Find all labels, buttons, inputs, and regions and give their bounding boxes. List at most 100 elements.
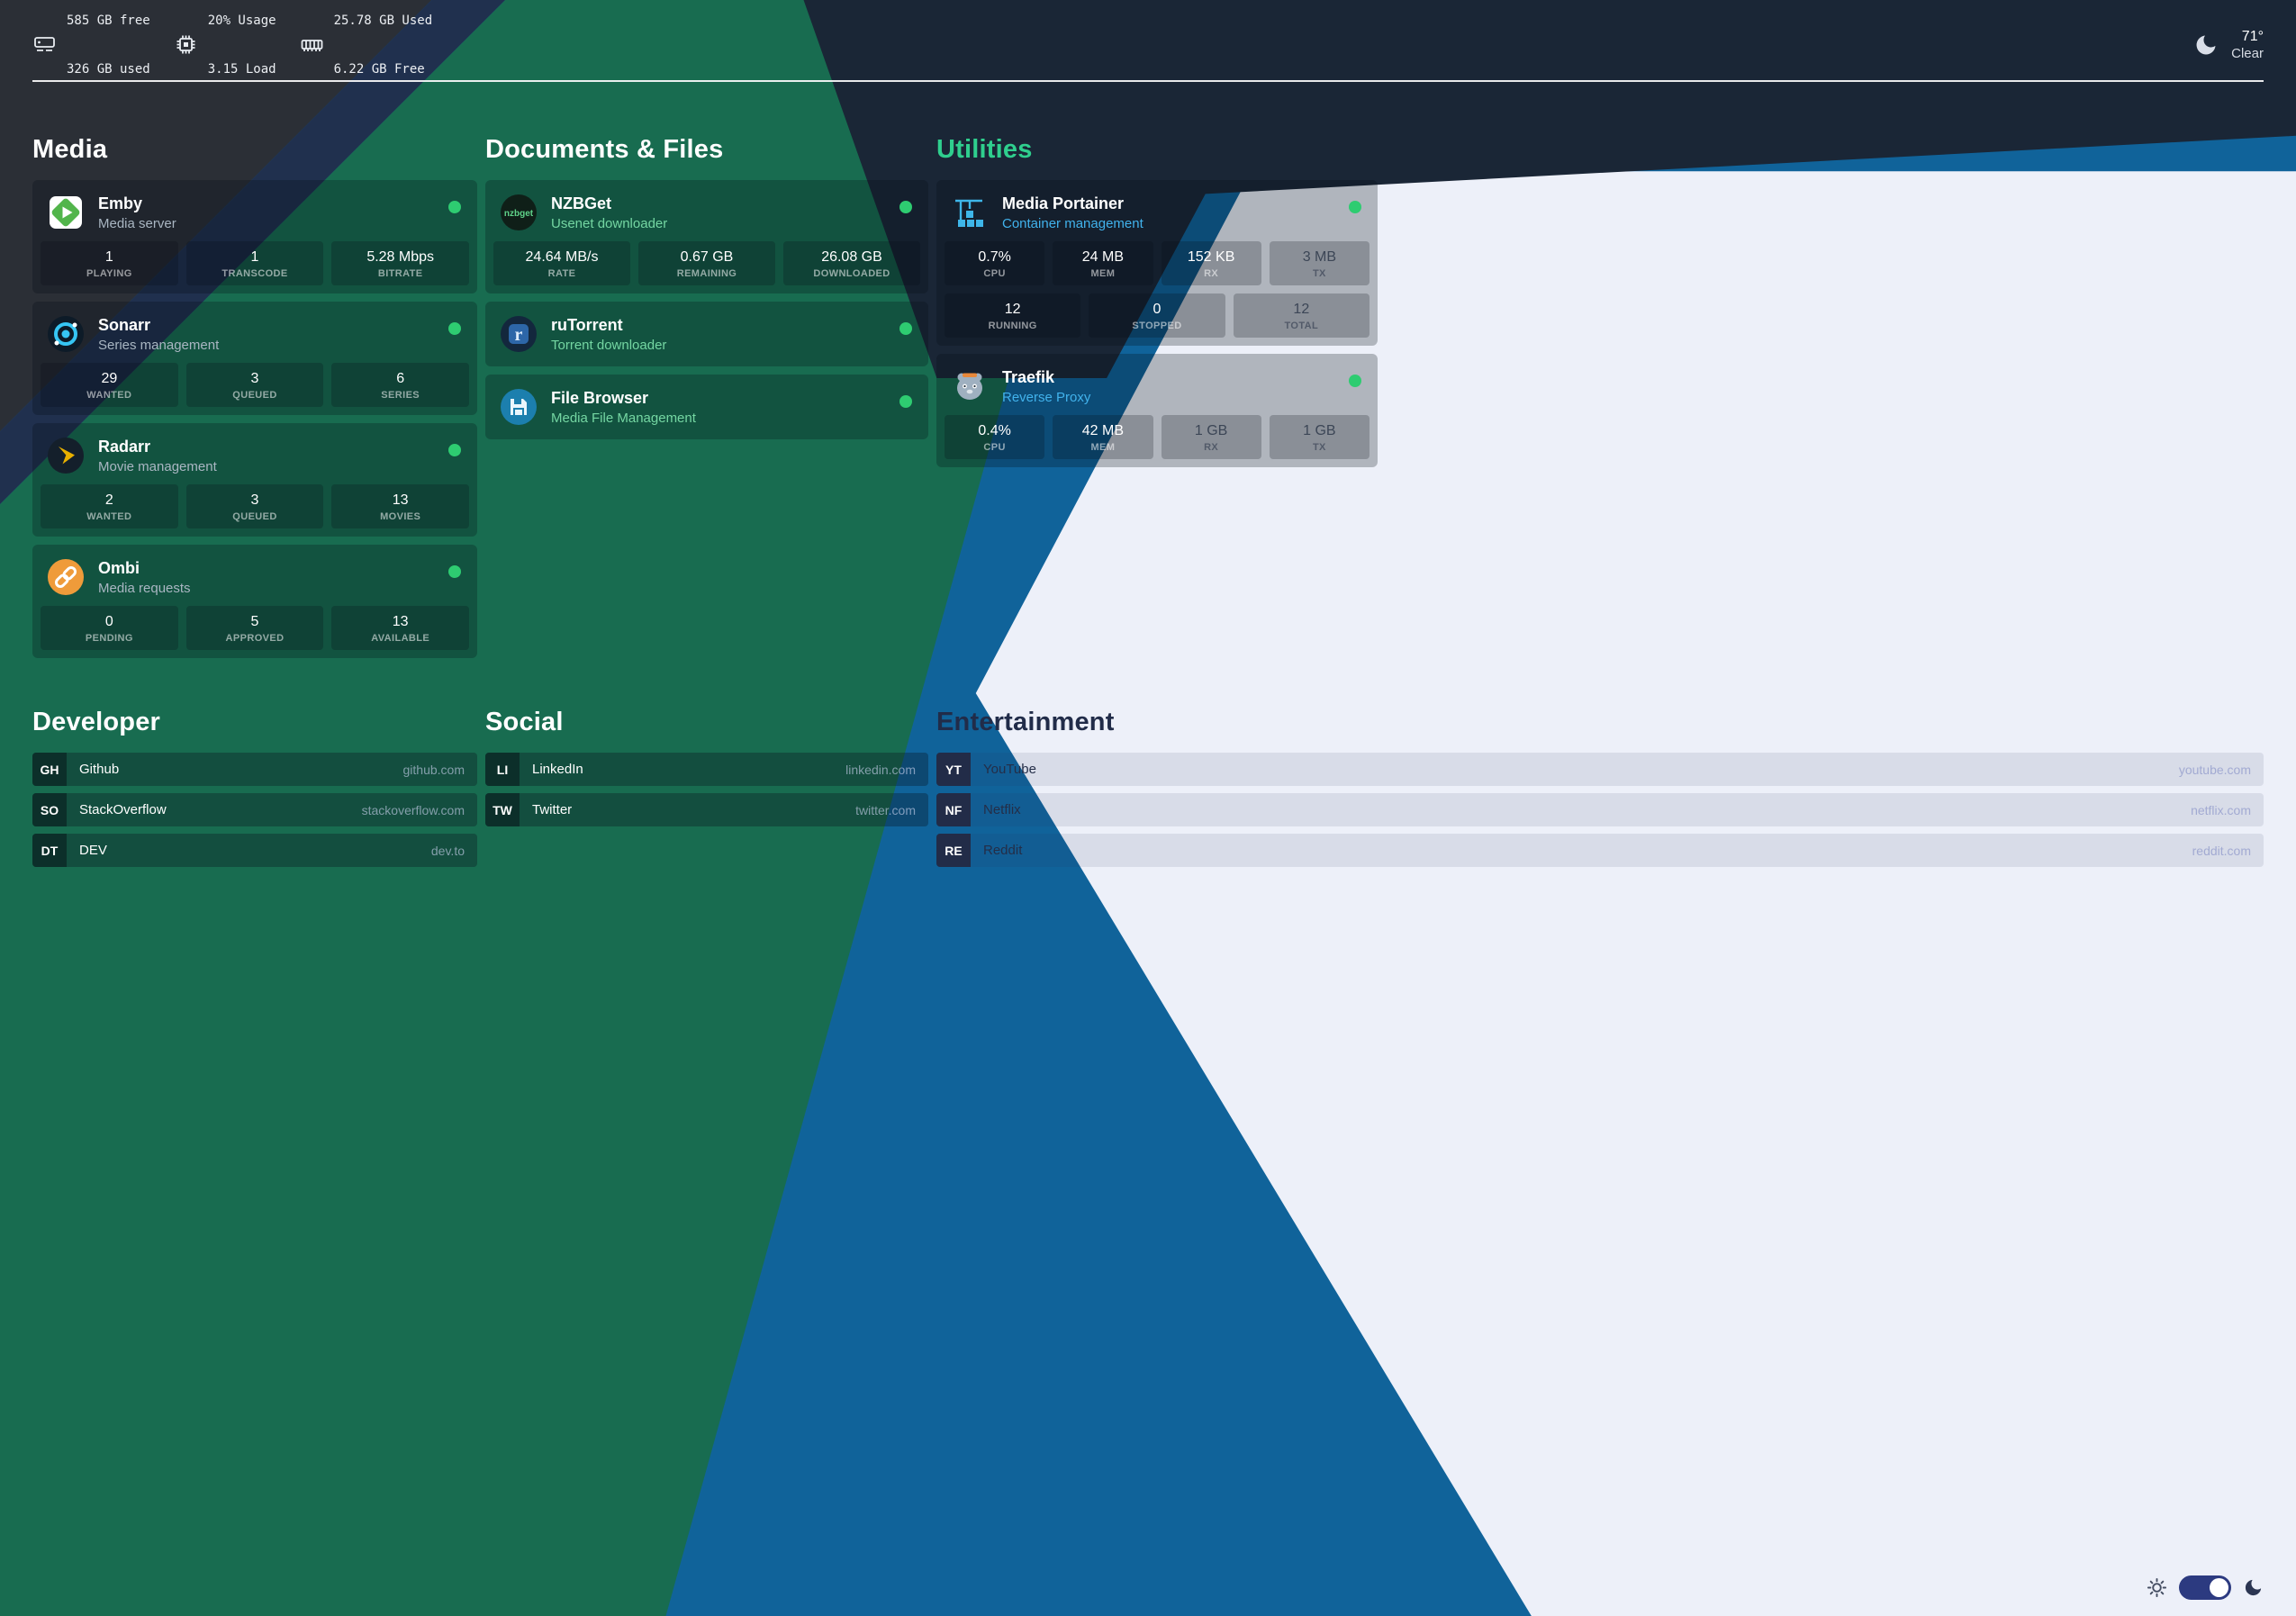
link-url: linkedin.com bbox=[845, 762, 916, 777]
link-reddit[interactable]: RE Reddit reddit.com bbox=[936, 834, 2264, 867]
link-name: LinkedIn bbox=[532, 762, 583, 777]
stat-rx: 1 GB RX bbox=[1161, 415, 1261, 459]
stat-downloaded: 26.08 GB DOWNLOADED bbox=[783, 241, 920, 285]
section-entertainment: Entertainment YT YouTube youtube.com NF … bbox=[936, 708, 2264, 874]
stat-tx: 1 GB TX bbox=[1269, 415, 1369, 459]
cpu-icon bbox=[176, 35, 195, 54]
traefik-icon bbox=[957, 373, 982, 400]
link-linkedin[interactable]: LI LinkedIn linkedin.com bbox=[485, 753, 928, 786]
reddit-badge: RE bbox=[936, 834, 971, 867]
netflix-badge: NF bbox=[936, 793, 971, 826]
weather-condition: Clear bbox=[2231, 45, 2264, 61]
link-stackoverflow[interactable]: SO StackOverflow stackoverflow.com bbox=[32, 793, 477, 826]
link-name: Netflix bbox=[983, 802, 1021, 817]
stat-remaining: 0.67 GB REMAINING bbox=[638, 241, 775, 285]
service-subtitle: Reverse Proxy bbox=[1002, 390, 1091, 405]
stat-tx: 3 MB TX bbox=[1269, 241, 1369, 285]
radarr-icon bbox=[48, 438, 84, 474]
link-name: StackOverflow bbox=[79, 802, 167, 817]
status-dot bbox=[448, 201, 461, 213]
link-name: Twitter bbox=[532, 802, 573, 817]
stat-pending: 0 PENDING bbox=[41, 606, 178, 650]
link-name: Reddit bbox=[983, 843, 1023, 858]
social-section-title: Social bbox=[485, 708, 564, 736]
stat-mem: 42 MB MEM bbox=[1053, 415, 1153, 459]
link-url: reddit.com bbox=[2192, 843, 2251, 858]
weather-widget: 71° Clear bbox=[2193, 28, 2264, 62]
theme-toggle[interactable] bbox=[2179, 1575, 2231, 1600]
link-url: stackoverflow.com bbox=[361, 802, 465, 817]
disk-icon bbox=[34, 37, 55, 51]
section-media: Media Emby Media server 1 PLAYING bbox=[32, 135, 477, 666]
status-dot bbox=[899, 201, 912, 213]
link-youtube[interactable]: YT YouTube youtube.com bbox=[936, 753, 2264, 786]
documents-section-title: Documents & Files bbox=[485, 135, 724, 164]
stat-stopped: 0 STOPPED bbox=[1089, 293, 1225, 338]
service-card-radarr[interactable]: Radarr Movie management 2 WANTED 3 QUEUE… bbox=[32, 423, 477, 537]
section-social: Social LI LinkedIn linkedin.com TW Twitt… bbox=[485, 708, 928, 834]
disk-free: 585 GB free bbox=[67, 13, 150, 28]
service-card-filebrowser[interactable]: File Browser Media File Management bbox=[485, 375, 928, 439]
nzbget-icon: nzbget bbox=[501, 194, 537, 230]
ram-free: 6.22 GB Free bbox=[333, 61, 425, 77]
cpu-usage: 20% Usage bbox=[207, 13, 276, 28]
weather-temp: 71° bbox=[2241, 28, 2264, 44]
status-dot bbox=[1349, 201, 1361, 213]
service-name: ruTorrent bbox=[551, 316, 623, 334]
dark-mode-icon[interactable] bbox=[2243, 1577, 2264, 1598]
portainer-icon bbox=[955, 199, 983, 227]
entertainment-section-title: Entertainment bbox=[936, 708, 1115, 736]
section-utilities: Utilities Media Portainer Container mana… bbox=[936, 135, 2264, 475]
sonarr-icon bbox=[48, 316, 84, 352]
disk-used: 326 GB used bbox=[67, 61, 150, 77]
link-name: YouTube bbox=[983, 762, 1036, 777]
link-url: youtube.com bbox=[2178, 762, 2251, 777]
stat-queued: 3 QUEUED bbox=[185, 363, 324, 407]
link-twitter[interactable]: TW Twitter twitter.com bbox=[485, 793, 928, 826]
link-url: twitter.com bbox=[855, 802, 916, 817]
service-subtitle: Media requests bbox=[98, 581, 191, 596]
service-card-nzbget[interactable]: nzbget NZBGet Usenet downloader 24.64 MB… bbox=[485, 180, 928, 293]
ram-icon bbox=[301, 40, 322, 51]
theme-controls bbox=[2147, 1575, 2264, 1600]
weather-icon bbox=[2196, 35, 2216, 54]
stat-bitrate: 5.28 Mbps BITRATE bbox=[331, 241, 470, 285]
ombi-icon bbox=[48, 559, 84, 595]
service-card-rutorrent[interactable]: r ruTorrent Torrent downloader bbox=[485, 302, 928, 366]
utilities-section-title: Utilities bbox=[936, 135, 1033, 164]
media-section-title: Media bbox=[32, 135, 108, 164]
stat-running: 12 RUNNING bbox=[945, 293, 1081, 338]
link-github[interactable]: GH Github github.com bbox=[32, 753, 477, 786]
service-subtitle: Torrent downloader bbox=[551, 338, 667, 353]
service-subtitle: Media server bbox=[98, 216, 176, 231]
service-subtitle: Movie management bbox=[98, 459, 217, 474]
service-card-traefik[interactable]: Traefik Reverse Proxy 0.4% CPU 42 MB MEM… bbox=[936, 354, 1378, 467]
stat-transcode: 1 TRANSCODE bbox=[185, 241, 324, 285]
rutorrent-icon: r bbox=[501, 316, 537, 352]
dev-badge: DT bbox=[32, 834, 67, 867]
service-subtitle: Series management bbox=[98, 338, 220, 353]
service-name: Traefik bbox=[1002, 368, 1055, 386]
cpu-load: 3.15 Load bbox=[207, 61, 276, 77]
link-dev[interactable]: DT DEV dev.to bbox=[32, 834, 477, 867]
service-card-sonarr[interactable]: Sonarr Series management 29 WANTED 3 QUE… bbox=[32, 302, 477, 415]
service-card-portainer[interactable]: Media Portainer Container management 0.7… bbox=[936, 180, 1378, 346]
linkedin-badge: LI bbox=[485, 753, 520, 786]
stat-mem: 24 MB MEM bbox=[1053, 241, 1153, 285]
stat-total: 12 TOTAL bbox=[1233, 293, 1369, 338]
service-name: NZBGet bbox=[551, 194, 611, 212]
svg-text:r: r bbox=[515, 325, 523, 345]
stat-rate: 24.64 MB/s RATE bbox=[493, 241, 630, 285]
link-netflix[interactable]: NF Netflix netflix.com bbox=[936, 793, 2264, 826]
stat-queued: 3 QUEUED bbox=[185, 484, 324, 528]
theme-toggle-knob[interactable] bbox=[2210, 1578, 2228, 1597]
stat-series: 6 SERIES bbox=[331, 363, 470, 407]
disk-stats: 585 GB free 326 GB used bbox=[32, 0, 150, 110]
status-dot bbox=[899, 395, 912, 408]
light-mode-icon[interactable] bbox=[2147, 1577, 2167, 1598]
link-url: dev.to bbox=[430, 843, 465, 858]
service-card-ombi[interactable]: Ombi Media requests 0 PENDING 5 APPROVED… bbox=[32, 545, 477, 658]
link-name: DEV bbox=[79, 843, 107, 858]
service-card-emby[interactable]: Emby Media server 1 PLAYING 1 TRANSCODE … bbox=[32, 180, 477, 293]
service-subtitle: Usenet downloader bbox=[551, 216, 668, 231]
